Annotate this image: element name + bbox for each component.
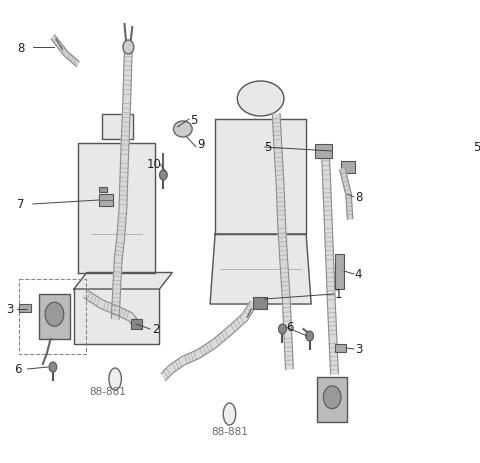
Bar <box>335 344 346 352</box>
Text: 8: 8 <box>17 41 24 54</box>
Ellipse shape <box>109 368 121 390</box>
Text: 88-881: 88-881 <box>89 386 126 396</box>
Text: 7: 7 <box>17 198 24 211</box>
Ellipse shape <box>173 122 192 138</box>
Bar <box>131 319 143 329</box>
Text: 8: 8 <box>355 191 362 204</box>
Polygon shape <box>51 36 79 67</box>
Ellipse shape <box>223 403 236 425</box>
Text: 3: 3 <box>6 303 13 316</box>
Polygon shape <box>74 289 159 344</box>
Bar <box>341 162 355 174</box>
Polygon shape <box>161 301 256 381</box>
Text: 88-881: 88-881 <box>212 426 249 436</box>
Text: 10: 10 <box>146 158 161 171</box>
Circle shape <box>159 171 167 181</box>
Bar <box>99 188 107 193</box>
Text: 6: 6 <box>286 321 294 334</box>
Polygon shape <box>78 143 155 273</box>
Text: 9: 9 <box>197 138 204 151</box>
Polygon shape <box>74 273 172 289</box>
Circle shape <box>123 41 134 55</box>
Circle shape <box>49 362 57 372</box>
Bar <box>39 294 70 339</box>
Polygon shape <box>340 169 353 220</box>
Circle shape <box>306 332 313 341</box>
Bar <box>20 304 31 313</box>
Polygon shape <box>321 147 338 375</box>
Polygon shape <box>111 259 122 319</box>
Text: 1: 1 <box>335 288 342 301</box>
Text: 5: 5 <box>191 113 198 126</box>
Polygon shape <box>272 114 293 369</box>
Circle shape <box>278 324 286 334</box>
Circle shape <box>45 303 64 326</box>
Bar <box>315 144 332 159</box>
Polygon shape <box>84 290 139 327</box>
Text: 5: 5 <box>264 141 272 154</box>
Text: 2: 2 <box>152 323 159 336</box>
Text: 6: 6 <box>14 363 22 375</box>
Text: 3: 3 <box>355 343 362 356</box>
Bar <box>317 377 347 422</box>
Polygon shape <box>114 48 132 260</box>
Bar <box>102 114 133 139</box>
Bar <box>335 255 344 289</box>
Ellipse shape <box>237 82 284 117</box>
Text: 4: 4 <box>355 268 362 281</box>
Bar <box>20 279 85 354</box>
Bar <box>99 194 113 206</box>
Polygon shape <box>215 120 306 234</box>
Polygon shape <box>210 234 311 304</box>
Text: 5: 5 <box>473 141 480 154</box>
Bar <box>253 297 267 309</box>
Circle shape <box>324 386 341 409</box>
